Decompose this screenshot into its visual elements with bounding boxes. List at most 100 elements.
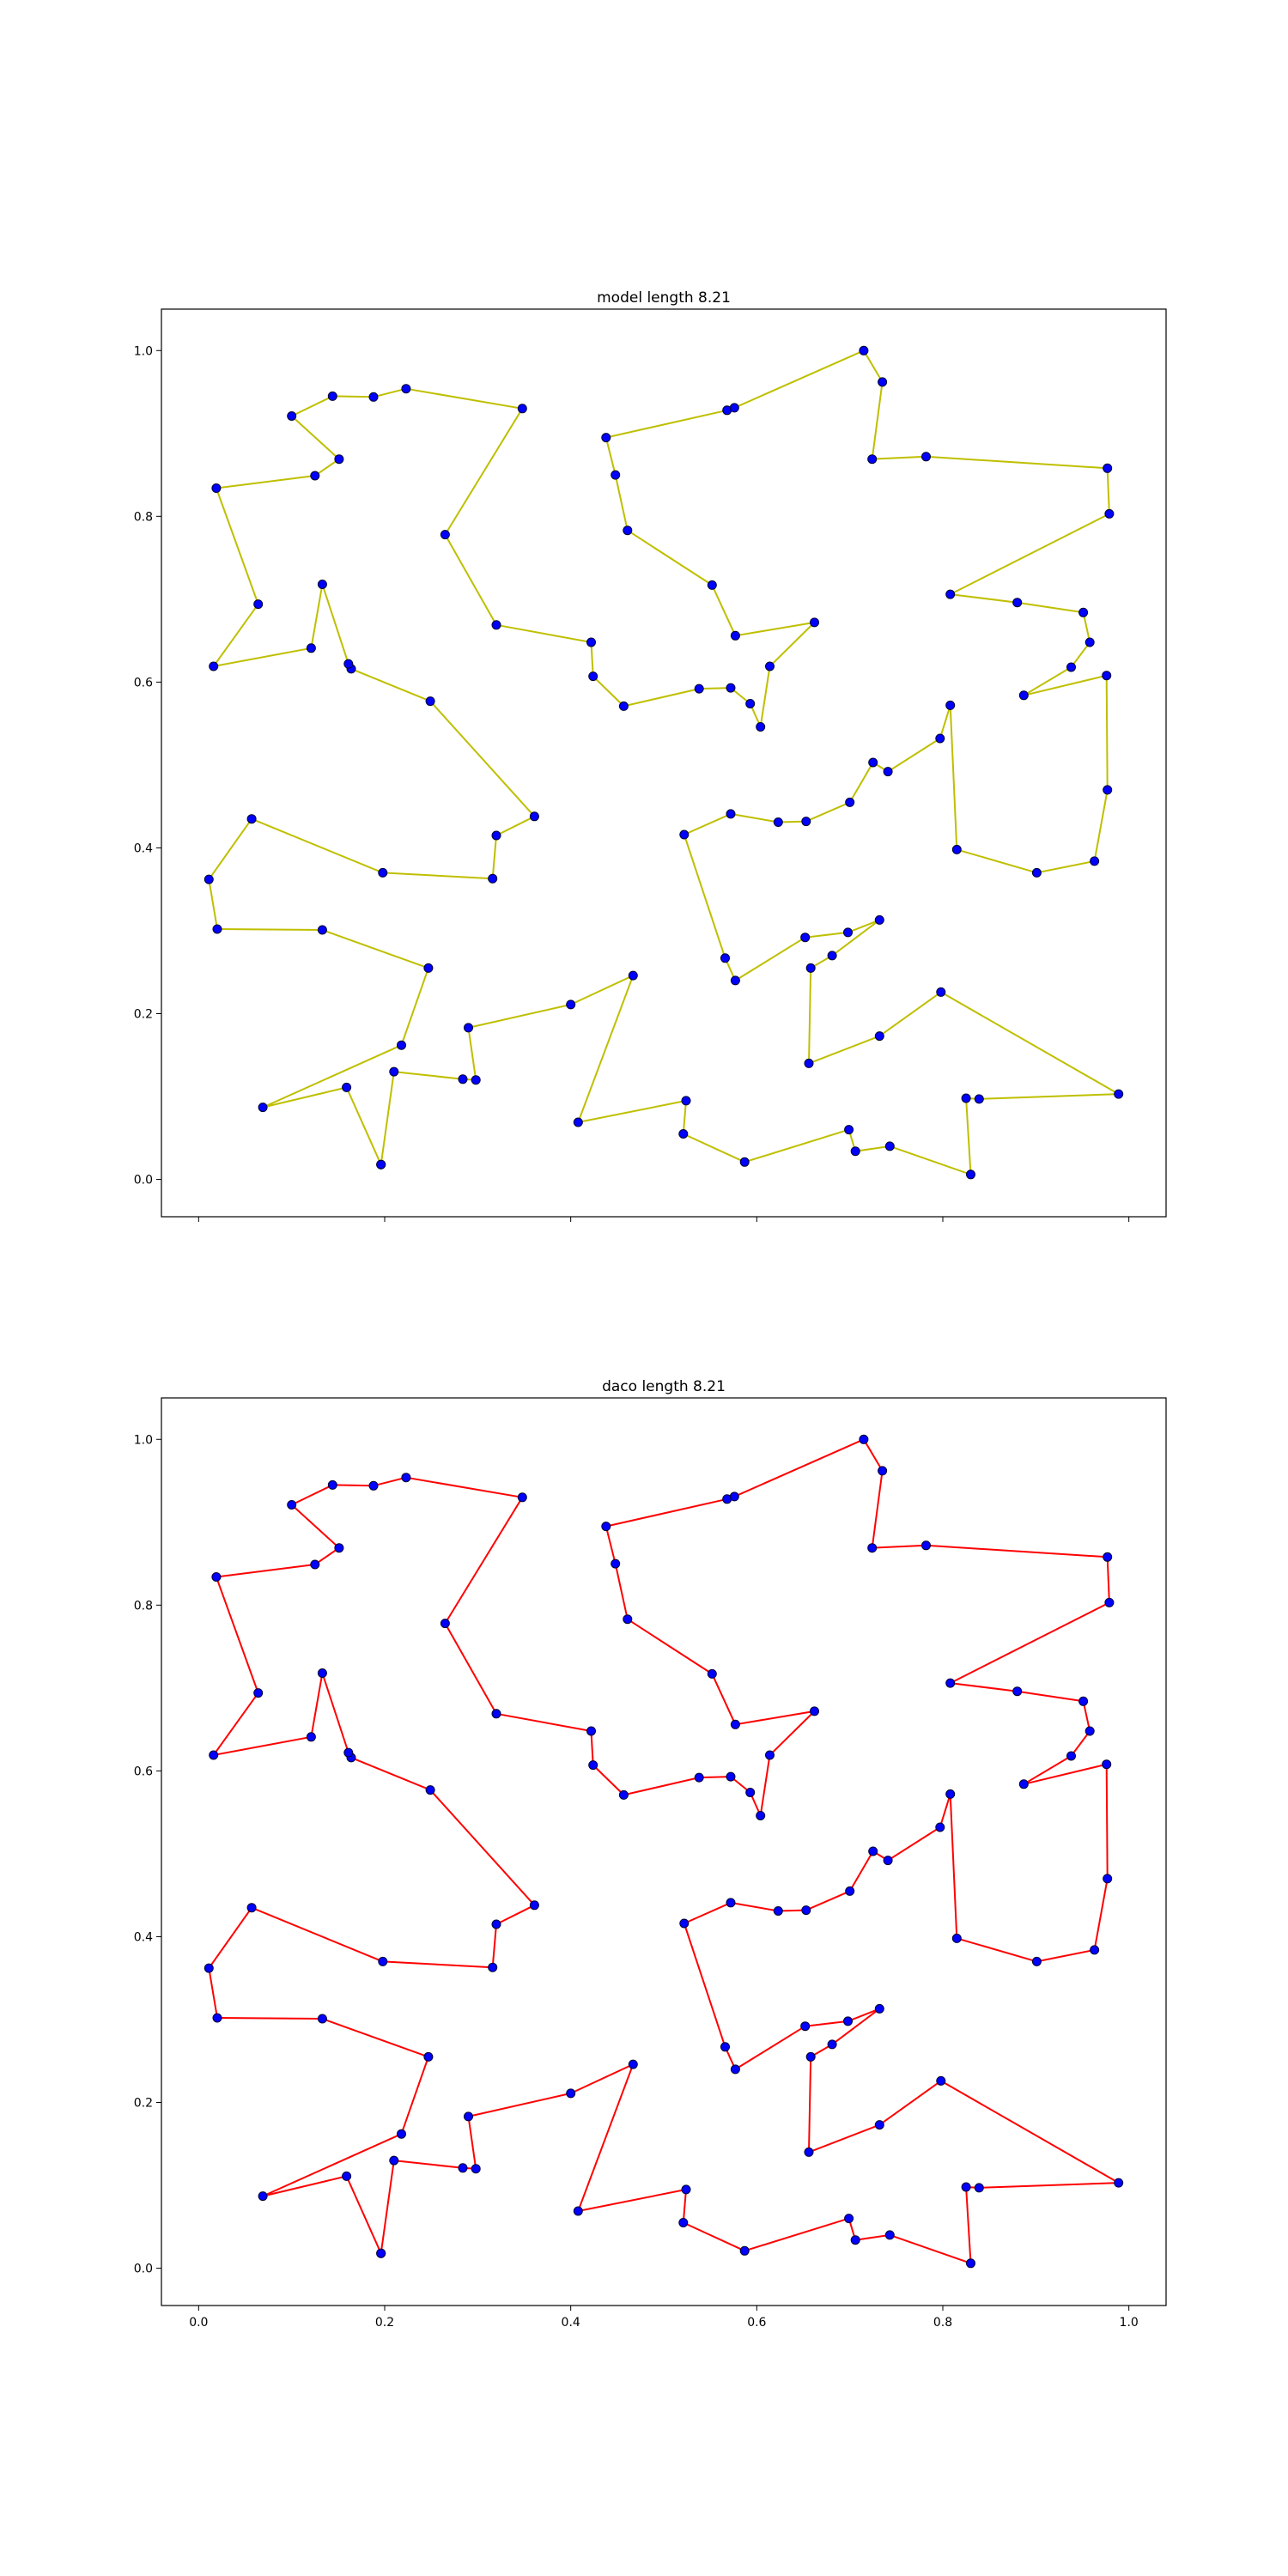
y-tick-label: 1.0 [134, 344, 153, 358]
tour-segment [1093, 788, 1109, 862]
tour-segment [1016, 601, 1084, 614]
city-point [945, 1789, 956, 1799]
city-point [246, 1903, 257, 1913]
city-point [246, 814, 257, 824]
city-point [425, 1785, 435, 1795]
tour-segment [290, 395, 334, 417]
city-point [327, 1479, 337, 1490]
city-point [389, 2155, 399, 2166]
city-point [458, 1074, 468, 1084]
tour-segment [444, 533, 497, 626]
tour-segment [321, 583, 349, 665]
city-point [874, 2003, 884, 2014]
city-point [1090, 856, 1100, 866]
city-point [756, 722, 766, 732]
city-point [966, 2258, 975, 2269]
city-point [423, 2051, 434, 2062]
tour-segment [400, 967, 429, 1047]
city-point [765, 661, 775, 671]
city-point [488, 873, 498, 884]
city-point [884, 1141, 895, 1151]
city-point [730, 975, 740, 986]
tour-segment [683, 1901, 732, 1924]
city-point [726, 809, 736, 819]
tour-segment [404, 387, 524, 410]
tour-segment [965, 2186, 972, 2264]
city-point [843, 927, 853, 938]
y-tick-label: 0.4 [134, 1930, 153, 1944]
city-point [287, 1500, 297, 1510]
tour-segment [569, 2063, 635, 2094]
city-point [681, 1096, 691, 1106]
tour-segment [321, 2018, 429, 2058]
tour-segment [1016, 1690, 1084, 1703]
city-point [376, 1159, 386, 1170]
city-point [464, 2111, 473, 2122]
tour-segment [491, 835, 497, 880]
tour-segment [949, 513, 1110, 596]
city-point [566, 2088, 576, 2099]
tour-segment [854, 2233, 891, 2241]
tour-segment [831, 2008, 881, 2045]
tour-segment [831, 919, 881, 957]
tour-segment [350, 667, 432, 702]
city-point [588, 671, 598, 682]
city-point [623, 1614, 633, 1625]
x-tick-label: 0.4 [562, 2316, 580, 2330]
tour-segment [889, 2233, 972, 2264]
city-point [961, 1093, 971, 1103]
tour-segment [467, 1026, 477, 1081]
city-point [458, 2163, 468, 2173]
tour-segment [262, 1086, 348, 1109]
city-point [204, 1963, 214, 1973]
city-point [488, 1962, 498, 1972]
tour-segment [956, 1937, 1038, 1963]
city-point [1104, 508, 1115, 519]
city-point [694, 683, 704, 694]
tour-segment [759, 665, 771, 728]
city-point [935, 733, 945, 744]
y-tick-label: 0.0 [134, 1174, 153, 1188]
city-point [951, 844, 962, 854]
tour-segment [878, 991, 942, 1037]
city-point [859, 345, 869, 355]
tour-segment [321, 929, 429, 969]
city-point [773, 1906, 783, 1916]
tour-segment [345, 1086, 382, 1166]
city-point [921, 452, 931, 462]
tour-segment [373, 387, 407, 398]
city-point [756, 1811, 766, 1820]
city-point [618, 701, 629, 711]
tour-segment [392, 1071, 464, 1080]
city-point [1090, 1945, 1100, 1955]
tour-segment [808, 2056, 812, 2154]
tour-segment [212, 1735, 313, 1756]
city-point [883, 1856, 893, 1866]
city-point [739, 2245, 750, 2256]
tour-segment [804, 931, 849, 939]
y-tick-label: 0.8 [134, 510, 153, 524]
tour-segment [262, 2175, 348, 2197]
chart-panel-1: model length 8.21 0.0 0.2 0.4 0.6 0.8 1.0 [134, 289, 1167, 1222]
tour-segment [251, 1906, 384, 1963]
x-tick-label: 0.6 [747, 2316, 766, 2330]
tour-segment [682, 2188, 687, 2224]
tour-segment [1023, 666, 1072, 696]
tour-segment [711, 584, 737, 637]
city-point [1103, 1552, 1113, 1562]
tour-segment [495, 1904, 536, 1925]
tour-segment [262, 2133, 403, 2197]
city-point [464, 1023, 473, 1033]
tour-segment [862, 349, 884, 383]
tour-segment [854, 1145, 891, 1152]
city-point [936, 2075, 946, 2086]
city-point [491, 1709, 501, 1719]
city-point [726, 1771, 736, 1782]
city-point [801, 1905, 811, 1916]
city-point [883, 767, 893, 777]
tour-segment [429, 1789, 536, 1906]
y-tick-label: 0.6 [134, 1765, 153, 1778]
tour-segment [808, 967, 812, 1065]
tour-segment [711, 1673, 737, 1726]
axes-frame [161, 308, 1167, 1218]
